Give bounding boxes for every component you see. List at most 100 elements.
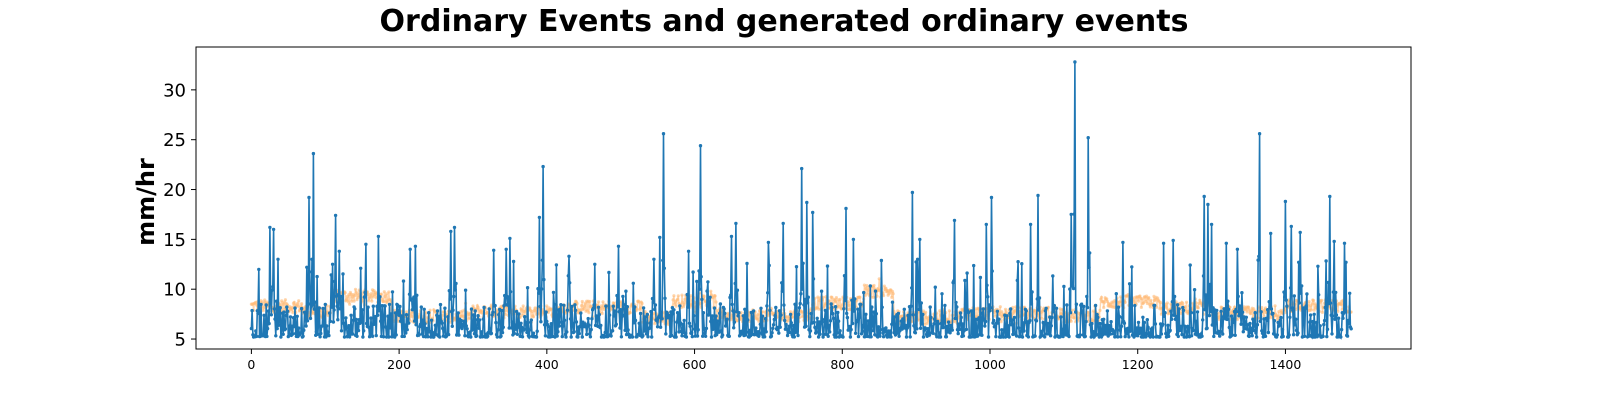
observed-point bbox=[273, 317, 277, 321]
observed-point bbox=[1324, 259, 1328, 263]
observed-point bbox=[614, 322, 618, 326]
observed-point bbox=[404, 313, 409, 317]
observed-point bbox=[333, 213, 338, 218]
observed-point bbox=[823, 308, 827, 313]
generated-point bbox=[531, 315, 536, 319]
observed-point bbox=[643, 315, 647, 319]
generated-point bbox=[938, 309, 942, 313]
observed-point bbox=[612, 314, 616, 318]
observed-point bbox=[335, 304, 339, 308]
observed-point bbox=[611, 304, 615, 308]
observed-point bbox=[838, 329, 842, 333]
observed-point bbox=[789, 321, 793, 325]
y-tick-label: 10 bbox=[163, 280, 186, 301]
observed-point bbox=[555, 334, 559, 338]
observed-point bbox=[682, 318, 686, 323]
observed-point bbox=[1188, 263, 1192, 267]
observed-point bbox=[315, 274, 319, 279]
observed-point bbox=[1088, 251, 1092, 255]
observed-point bbox=[1037, 308, 1041, 312]
observed-point bbox=[989, 306, 993, 310]
observed-point bbox=[874, 312, 878, 316]
observed-point bbox=[406, 317, 410, 321]
observed-point bbox=[407, 292, 412, 296]
generated-point bbox=[715, 309, 720, 313]
observed-point bbox=[692, 327, 697, 331]
observed-point bbox=[940, 292, 944, 296]
observed-point bbox=[480, 330, 484, 334]
observed-point bbox=[423, 322, 427, 326]
observed-point bbox=[1328, 301, 1333, 305]
observed-point bbox=[921, 335, 926, 339]
observed-point bbox=[700, 297, 704, 302]
observed-point bbox=[1153, 303, 1157, 308]
observed-point bbox=[338, 307, 342, 311]
observed-point bbox=[777, 331, 781, 335]
observed-point bbox=[318, 335, 322, 339]
observed-point bbox=[836, 319, 841, 323]
observed-point bbox=[1334, 290, 1338, 295]
generated-point bbox=[1252, 307, 1256, 311]
observed-point bbox=[593, 262, 597, 266]
observed-point bbox=[695, 334, 700, 338]
observed-point bbox=[476, 314, 480, 318]
generated-point bbox=[887, 291, 892, 295]
observed-point bbox=[684, 335, 689, 339]
observed-point bbox=[626, 328, 630, 332]
observed-point bbox=[760, 314, 765, 318]
observed-point bbox=[1177, 307, 1181, 311]
observed-point bbox=[808, 334, 812, 339]
generated-point bbox=[1098, 308, 1102, 312]
observed-point bbox=[351, 318, 355, 322]
observed-point bbox=[1133, 303, 1137, 308]
observed-point bbox=[1014, 331, 1018, 335]
observed-point bbox=[249, 326, 254, 331]
observed-point bbox=[985, 283, 989, 287]
observed-point bbox=[1266, 330, 1271, 335]
observed-point bbox=[770, 331, 774, 335]
generated-point bbox=[588, 299, 592, 304]
observed-point bbox=[264, 303, 268, 307]
observed-point bbox=[1330, 332, 1334, 336]
observed-point bbox=[545, 323, 550, 327]
observed-point bbox=[489, 331, 494, 336]
observed-point bbox=[1214, 311, 1218, 315]
observed-point bbox=[1065, 303, 1069, 307]
observed-point bbox=[808, 329, 813, 333]
observed-point bbox=[1002, 328, 1006, 332]
observed-point bbox=[511, 259, 516, 264]
observed-point bbox=[1130, 265, 1134, 269]
observed-point bbox=[607, 270, 611, 275]
observed-point bbox=[1170, 317, 1174, 321]
generated-point bbox=[1235, 317, 1239, 322]
observed-point bbox=[288, 315, 293, 319]
generated-point bbox=[353, 287, 358, 291]
observed-point bbox=[1305, 292, 1309, 296]
y-axis-label: mm/hr bbox=[132, 158, 160, 246]
observed-point bbox=[482, 305, 486, 310]
observed-point bbox=[784, 322, 788, 327]
observed-point bbox=[308, 316, 313, 321]
observed-point bbox=[764, 330, 768, 334]
observed-point bbox=[583, 322, 587, 326]
observed-point bbox=[456, 311, 460, 315]
generated-point bbox=[343, 291, 347, 295]
observed-point bbox=[842, 274, 847, 278]
observed-point bbox=[1030, 290, 1034, 294]
generated-point bbox=[993, 314, 997, 318]
generated-point bbox=[689, 294, 693, 298]
observed-point bbox=[768, 308, 772, 313]
observed-point bbox=[983, 324, 987, 328]
observed-point bbox=[356, 328, 361, 333]
observed-point bbox=[804, 324, 808, 328]
observed-point bbox=[1222, 307, 1226, 311]
observed-point bbox=[326, 330, 330, 334]
observed-point bbox=[687, 321, 692, 325]
observed-point bbox=[759, 306, 763, 310]
observed-point bbox=[1159, 332, 1164, 336]
observed-point bbox=[799, 292, 803, 296]
generated-point bbox=[672, 294, 676, 298]
observed-point bbox=[589, 327, 593, 332]
observed-point bbox=[943, 303, 947, 308]
observed-point bbox=[772, 317, 776, 322]
